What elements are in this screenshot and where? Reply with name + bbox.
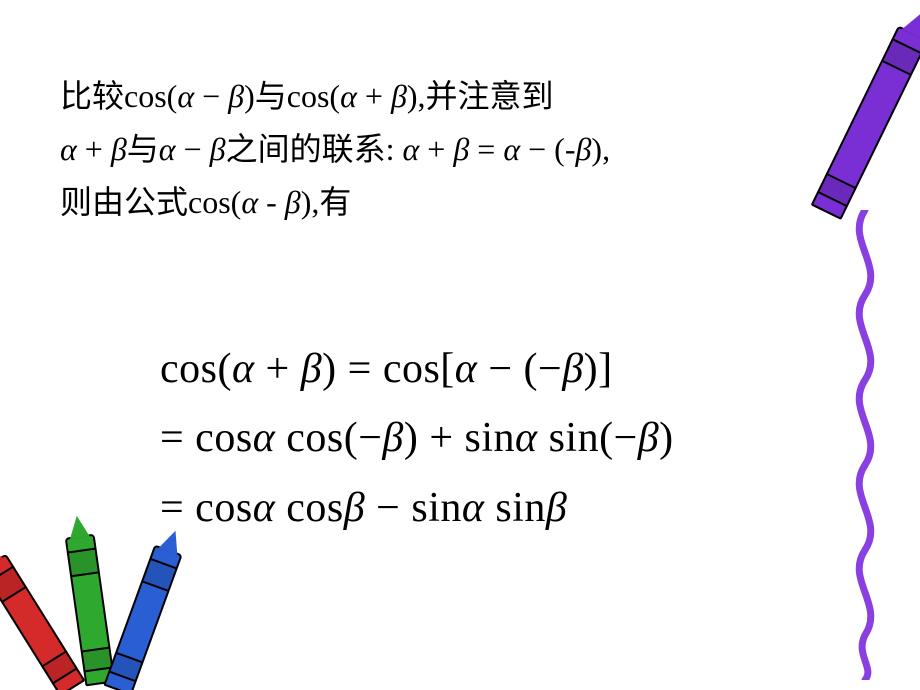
beta: β [111,131,127,167]
text: 与 [127,131,159,167]
beta: β [301,346,322,392]
text: cos(− [275,415,382,461]
crayon-decor-bottom-left [10,520,210,690]
alpha: α [232,346,255,392]
text: sin [484,485,546,531]
text: ), [591,131,610,167]
text: − (- [520,131,575,167]
text: cos [275,485,344,531]
alpha: α [159,131,176,167]
derivation-block: cos(α + β) = cos[α − (−β)] = cosα cos(−β… [160,335,880,543]
alpha: α [402,131,419,167]
beta: β [285,184,301,220]
alpha: α [340,78,357,114]
text: 之间的联系: [226,131,403,167]
beta: β [575,131,591,167]
text: ) [659,415,674,461]
alpha: α [253,485,276,531]
text: 则由公式cos( [60,184,241,220]
text: ) = cos[ [322,346,455,392]
text: + [255,346,301,392]
text: ),并注意到 [407,78,554,114]
text: = [469,131,503,167]
alpha: α [503,131,520,167]
text: sin(− [538,415,638,461]
text: ) + sin [404,415,515,461]
text: + [357,78,391,114]
beta: β [638,415,659,461]
text: − [194,78,228,114]
deriv-line-1: cos(α + β) = cos[α − (−β)] [160,335,880,404]
beta: β [391,78,407,114]
beta: β [453,131,469,167]
text: + [77,131,111,167]
text: )] [584,346,613,392]
alpha: α [515,415,538,461]
blue-crayon-icon [103,544,182,690]
beta: β [228,78,244,114]
text: - [258,184,285,220]
beta: β [344,485,365,531]
text: 比较 [60,78,124,114]
text: = cos [160,415,253,461]
intro-line-1: 比较cos(α − β)与cos(α + β),并注意到 [60,70,860,123]
intro-line-2: α + β与α − β之间的联系: α + β = α − (-β), [60,123,860,176]
alpha: α [253,415,276,461]
text: cos( [160,346,232,392]
beta: β [210,131,226,167]
text: − sin [365,485,462,531]
text: ),有 [301,184,352,220]
text: cos( [124,78,177,114]
text: + [419,131,453,167]
intro-paragraph: 比较cos(α − β)与cos(α + β),并注意到 α + β与α − β… [60,70,860,228]
deriv-line-3: = cosα cosβ − sinα sinβ [160,474,880,543]
text: )与cos( [244,78,340,114]
alpha: α [241,184,258,220]
alpha: α [455,346,478,392]
deriv-line-2: = cosα cos(−β) + sinα sin(−β) [160,404,880,473]
alpha: α [60,131,77,167]
alpha: α [462,485,485,531]
beta: β [382,415,403,461]
text: − [176,131,210,167]
text: − (− [477,346,562,392]
squiggle-decor-icon [830,210,900,680]
alpha: α [177,78,194,114]
intro-line-3: 则由公式cos(α - β),有 [60,176,860,229]
beta: β [546,485,567,531]
beta: β [562,346,583,392]
